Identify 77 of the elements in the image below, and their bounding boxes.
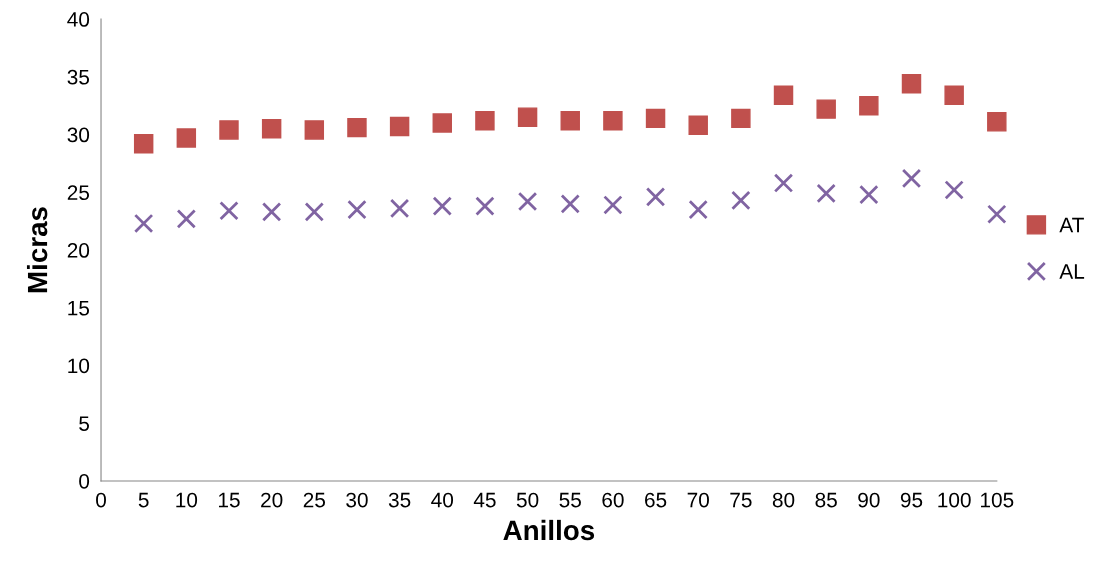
point bbox=[773, 173, 794, 193]
y-tick-label: 5 bbox=[79, 416, 90, 431]
x-tick-label: 100 bbox=[938, 492, 971, 508]
x-tick-label: 80 bbox=[772, 492, 795, 508]
point bbox=[517, 107, 538, 127]
x-tick-label: 50 bbox=[516, 492, 539, 508]
x-tick-label: 90 bbox=[858, 492, 880, 508]
point bbox=[176, 128, 197, 148]
point bbox=[560, 110, 580, 131]
point bbox=[261, 119, 282, 139]
x-tick-label: 0 bbox=[96, 492, 106, 508]
x-tick-label: 30 bbox=[346, 492, 368, 508]
x-tick-label: 10 bbox=[176, 492, 198, 508]
x-tick-label: 95 bbox=[900, 492, 923, 508]
y-tick-label: 20 bbox=[67, 243, 90, 258]
y-tick-label: 40 bbox=[67, 12, 90, 27]
point bbox=[261, 202, 282, 222]
point bbox=[859, 95, 879, 116]
point bbox=[389, 198, 410, 219]
point bbox=[347, 117, 367, 138]
point bbox=[347, 199, 367, 220]
x-tick-label: 40 bbox=[431, 492, 454, 508]
y-tick-label: 25 bbox=[67, 185, 90, 201]
x-tick-label: 5 bbox=[138, 492, 149, 508]
point bbox=[560, 194, 580, 214]
y-axis-title: Micras bbox=[26, 207, 48, 293]
point bbox=[219, 120, 239, 140]
x-tick-label: 35 bbox=[388, 492, 411, 508]
point bbox=[731, 108, 751, 129]
point bbox=[475, 196, 495, 216]
legend-label: AT bbox=[1059, 217, 1084, 233]
point bbox=[304, 120, 325, 140]
x-tick-label: 45 bbox=[473, 492, 496, 508]
point bbox=[475, 110, 495, 131]
point bbox=[219, 201, 239, 221]
x-tick-label: 105 bbox=[981, 492, 1014, 508]
point bbox=[688, 115, 708, 136]
x-tick-label: 65 bbox=[645, 492, 667, 508]
point bbox=[731, 190, 751, 211]
point bbox=[176, 209, 197, 229]
y-tick-label: 30 bbox=[67, 127, 90, 143]
point bbox=[944, 180, 964, 200]
x-tick-label: 75 bbox=[730, 492, 752, 508]
point bbox=[816, 183, 836, 204]
point bbox=[133, 213, 154, 234]
y-tick-label: 10 bbox=[68, 358, 90, 374]
x-tick-label: 55 bbox=[559, 492, 581, 508]
point bbox=[944, 85, 964, 105]
point bbox=[901, 168, 922, 189]
point bbox=[645, 187, 666, 207]
y-tick-label: 15 bbox=[68, 300, 90, 316]
x-tick-label: 25 bbox=[303, 492, 326, 508]
point bbox=[389, 116, 410, 137]
x-axis-title: Anillos bbox=[503, 519, 595, 541]
y-tick-label: 35 bbox=[67, 69, 90, 85]
point bbox=[432, 113, 452, 133]
legend-label: AL bbox=[1059, 264, 1085, 279]
point bbox=[688, 199, 708, 220]
point bbox=[773, 85, 794, 105]
x-tick-label: 85 bbox=[815, 492, 837, 508]
point bbox=[517, 191, 538, 212]
x-tick-label: 60 bbox=[602, 492, 624, 508]
point bbox=[987, 204, 1007, 224]
point bbox=[133, 134, 154, 154]
x-tick-label: 20 bbox=[261, 492, 283, 508]
point bbox=[603, 110, 623, 131]
point bbox=[603, 195, 623, 215]
point bbox=[987, 112, 1007, 132]
point bbox=[432, 196, 452, 216]
point bbox=[816, 99, 836, 119]
x-tick-label: 70 bbox=[687, 492, 709, 508]
y-tick-label: 0 bbox=[79, 473, 90, 489]
point bbox=[645, 108, 666, 129]
x-tick-label: 15 bbox=[218, 492, 240, 508]
point bbox=[859, 184, 879, 205]
point bbox=[304, 202, 325, 222]
point bbox=[901, 73, 922, 94]
